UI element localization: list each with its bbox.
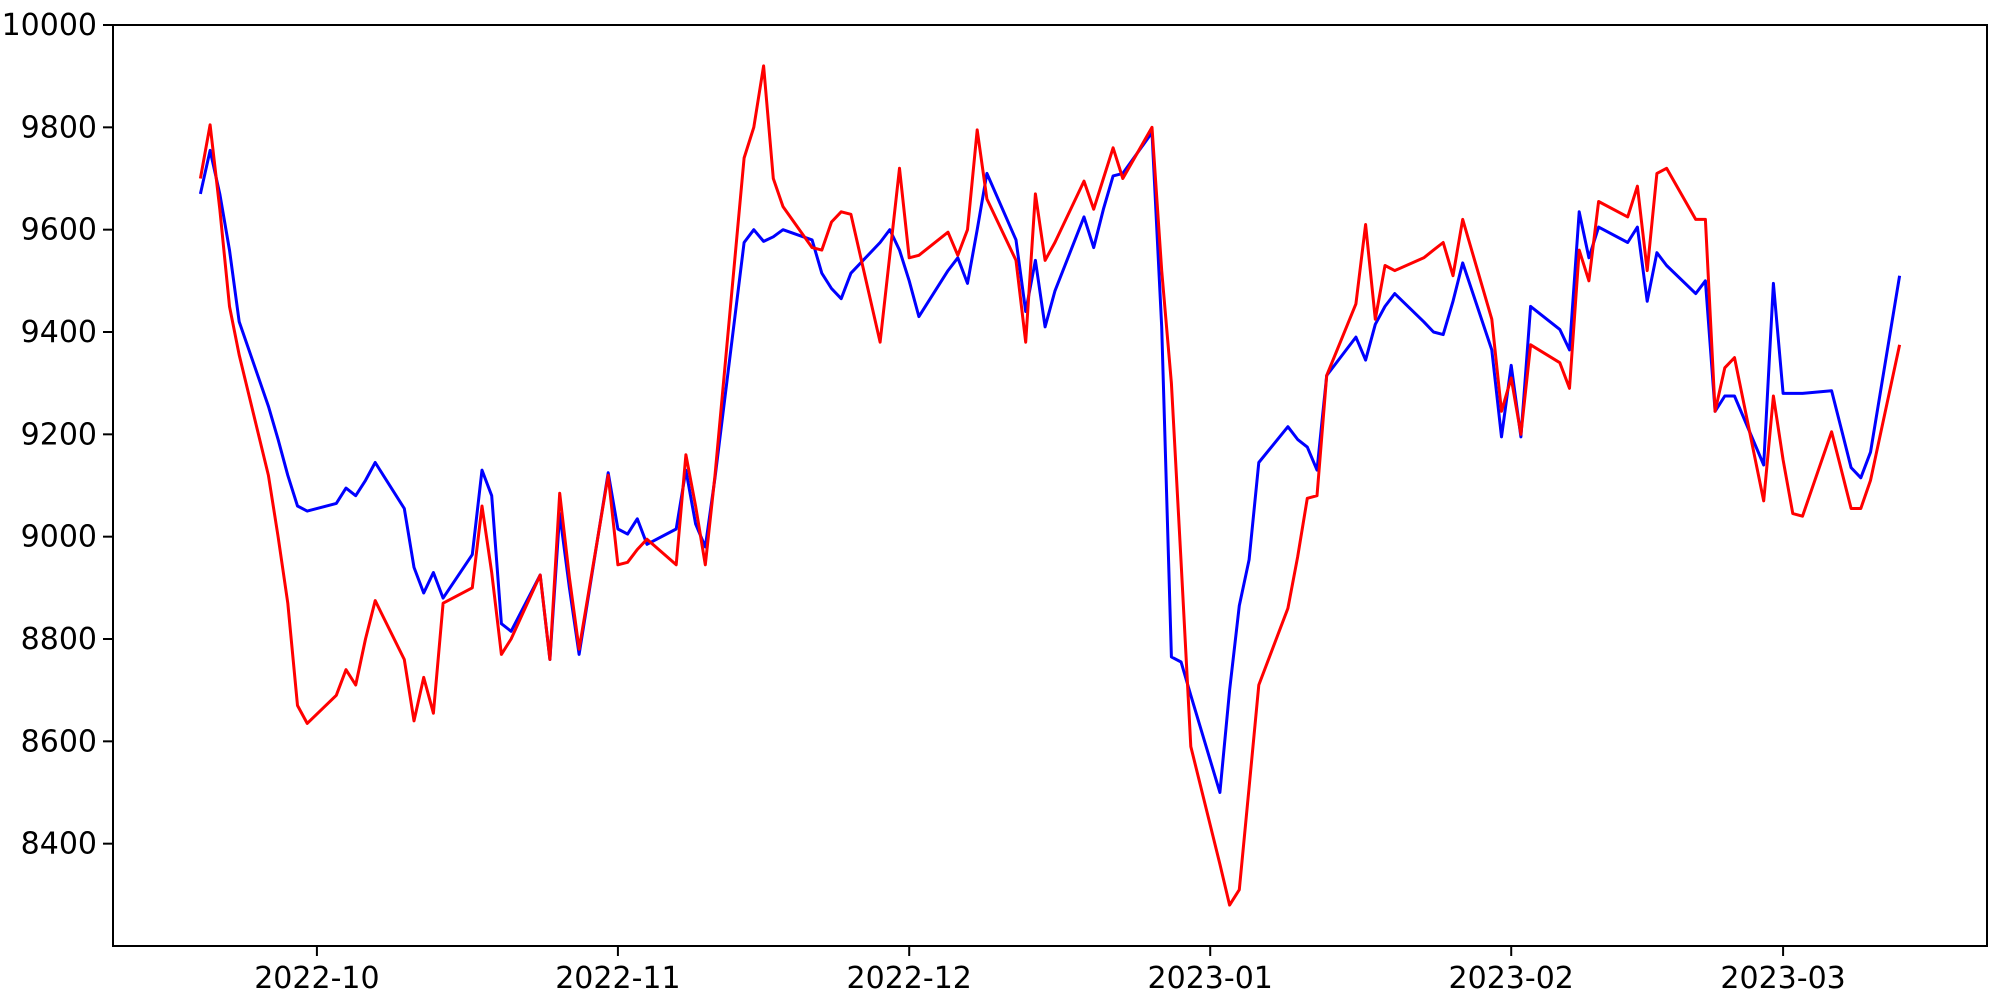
- y-tick-label: 9600: [21, 213, 97, 248]
- x-tick-label: 2022-12: [847, 961, 972, 996]
- y-tick-label: 9400: [21, 315, 97, 350]
- y-tick-label: 8400: [21, 827, 97, 862]
- series-red-line: [198, 64, 1902, 907]
- y-tick-label: 9800: [21, 110, 97, 145]
- x-tick-label: 2022-10: [254, 961, 379, 996]
- x-tick-label: 2023-03: [1720, 961, 1845, 996]
- x-tick-label: 2023-01: [1148, 961, 1273, 996]
- y-tick-label: 10000: [2, 8, 97, 43]
- y-tick-label: 8600: [21, 724, 97, 759]
- y-tick-label: 9000: [21, 520, 97, 555]
- y-tick-label: 8800: [21, 622, 97, 657]
- x-tick-label: 2023-02: [1449, 961, 1574, 996]
- series-blue-line: [198, 131, 1902, 794]
- y-tick-label: 9200: [21, 417, 97, 452]
- x-tick-label: 2022-11: [555, 961, 680, 996]
- axes-spines: [112, 24, 1988, 947]
